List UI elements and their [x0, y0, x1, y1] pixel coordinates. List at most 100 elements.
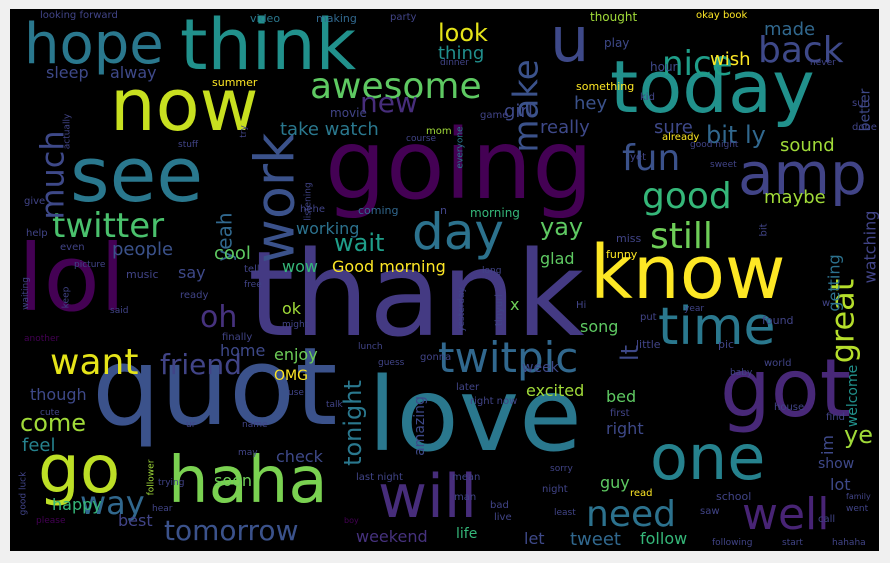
- word-funny: funny: [606, 248, 638, 261]
- word-guess: guess: [378, 358, 405, 368]
- word-new: new: [360, 86, 418, 119]
- word-help: help: [26, 228, 48, 239]
- word-lol: lol: [18, 225, 126, 332]
- word-follow: follow: [640, 529, 688, 548]
- word-twitter: twitter: [52, 206, 165, 246]
- word-course: course: [406, 134, 437, 144]
- word-w: w: [822, 298, 831, 309]
- word-thought: thought: [590, 10, 638, 24]
- word-bit-ly: bit ly: [706, 121, 766, 149]
- word-still: still: [650, 216, 713, 257]
- word-cute: cute: [40, 408, 60, 418]
- word-name: name: [242, 420, 268, 430]
- word-first: first: [610, 408, 630, 419]
- word-know: know: [590, 230, 786, 316]
- word-bad: bad: [490, 500, 509, 511]
- word-x: x: [510, 295, 520, 314]
- word-sure: sure: [654, 117, 693, 138]
- word-wait: wait: [334, 229, 385, 257]
- word-read: read: [630, 488, 653, 499]
- word-nice: nice: [662, 44, 733, 84]
- word-gonna: gonna: [420, 352, 452, 363]
- word-follower: follower: [146, 459, 157, 496]
- word-day: day: [412, 203, 504, 261]
- word-thing: thing: [438, 43, 485, 64]
- word-u: u: [550, 9, 590, 76]
- word-use: use: [288, 388, 304, 398]
- word-world: world: [764, 358, 792, 369]
- word-guy: guy: [600, 473, 630, 492]
- word-week: week: [522, 360, 559, 376]
- word-time: time: [658, 297, 776, 357]
- word-night: night: [542, 484, 568, 495]
- word-mom: mom: [426, 126, 452, 137]
- word-party: party: [390, 12, 417, 23]
- word-hour: hour: [650, 60, 678, 74]
- word-let: let: [524, 529, 545, 548]
- word-oh: oh: [200, 300, 238, 335]
- word-coming: coming: [358, 204, 399, 217]
- word-okay-book: okay book: [696, 10, 748, 21]
- word-ready: ready: [180, 290, 209, 301]
- word-wish: wish: [710, 49, 751, 70]
- word-back: back: [758, 30, 844, 71]
- word-amp: amp: [738, 140, 867, 208]
- word-sweet: sweet: [710, 160, 737, 170]
- word-went: went: [846, 504, 869, 514]
- word-please: please: [36, 516, 66, 526]
- word-twitpic: twitpic: [438, 333, 579, 382]
- word-got: got: [720, 342, 852, 435]
- word-man: man: [454, 492, 477, 503]
- word-trying: trying: [158, 478, 185, 488]
- word-even: even: [60, 242, 85, 253]
- word-least: least: [554, 508, 576, 518]
- word-sorry: sorry: [550, 464, 573, 474]
- word-picture: picture: [74, 260, 106, 270]
- word-good: good: [642, 176, 732, 217]
- word-right: right: [606, 419, 644, 438]
- word-already: already: [662, 132, 700, 143]
- word-play: play: [604, 36, 630, 50]
- word-house: house: [774, 402, 805, 413]
- word-good-night: good night: [690, 140, 739, 150]
- word-best: best: [118, 511, 153, 530]
- word-quot: quot: [92, 325, 338, 450]
- word-later: later: [456, 382, 480, 393]
- word-live: live: [494, 512, 512, 523]
- word-tomorrow: tomorrow: [164, 514, 299, 547]
- word-keep: keep: [61, 286, 72, 309]
- word-work: work: [243, 132, 307, 264]
- word-hope: hope: [24, 12, 164, 77]
- word-baby: baby: [730, 368, 753, 378]
- word-tweet: tweet: [570, 529, 621, 550]
- word-feel: feel: [22, 435, 56, 456]
- word-im: im: [818, 434, 838, 456]
- word-soon: soon: [214, 471, 253, 490]
- word-tell: tell: [244, 264, 260, 275]
- word-tinyurl: tinyurl: [494, 293, 506, 327]
- word-haha: haha: [168, 444, 328, 518]
- word-love: love: [368, 356, 582, 475]
- word-song: song: [580, 317, 619, 336]
- word-put: put: [640, 312, 657, 323]
- word-stuff: stuff: [178, 140, 199, 150]
- word-one: one: [650, 421, 766, 494]
- word-yay: yay: [540, 213, 584, 241]
- word-call: call: [818, 514, 836, 525]
- word-boy: boy: [344, 516, 359, 525]
- word-take-watch: take watch: [280, 119, 379, 140]
- word-mean: mean: [452, 472, 481, 483]
- word-come: come: [20, 409, 87, 437]
- word-last-night: last night: [356, 472, 403, 483]
- word-watching: watching: [860, 210, 879, 284]
- word-need: need: [586, 494, 676, 535]
- word-wow: wow: [282, 257, 318, 276]
- word-try: try: [238, 125, 249, 138]
- word-give: give: [24, 196, 46, 207]
- word-want: want: [50, 342, 139, 383]
- word-cool: cool: [214, 243, 251, 264]
- word-looking-forward: looking forward: [40, 10, 118, 21]
- word-awesome: awesome: [310, 66, 482, 107]
- word-happy: happy: [52, 495, 102, 514]
- word-yet: yet: [630, 152, 646, 163]
